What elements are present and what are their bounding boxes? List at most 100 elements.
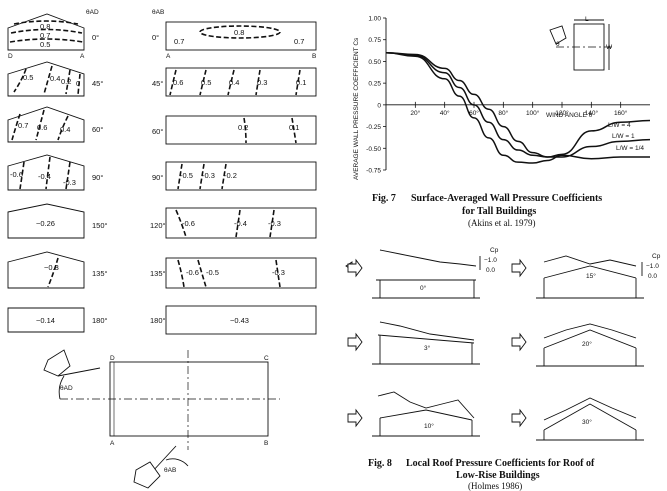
- ad90-contour-3: -0.3: [63, 178, 76, 187]
- wind-arrow-ab-line: [151, 445, 177, 473]
- ad-angle-180: 180°: [92, 316, 108, 325]
- ab135-contour-3: -0.3: [272, 268, 285, 277]
- chart-series: [385, 51, 651, 164]
- fig7-caption-source: (Akins et al. 1979): [468, 218, 536, 228]
- cp-label: Cp: [652, 253, 661, 260]
- cp-scale-left: Cp −1.0 0.0: [479, 247, 499, 274]
- ab-panel-180: −0.43 180°: [150, 305, 317, 335]
- ab60-contour-1: 0.2: [238, 123, 248, 132]
- fig8-diagrams: 0° 3° 10° 15°: [345, 247, 661, 491]
- ad150-value: −0.26: [36, 219, 55, 228]
- ab120-contour-1: -0.6: [182, 219, 195, 228]
- wind-arrow-icon: [347, 258, 363, 278]
- ab-angle-45: 45°: [152, 79, 163, 88]
- ad0-contour-3: 0.5: [40, 40, 50, 49]
- x-tick-label: 60°: [469, 109, 479, 117]
- y-tick-label: 1.00: [368, 16, 381, 23]
- ad-panel-0: 0.8 0.7 0.5 D A 0°: [7, 13, 99, 60]
- wind-arrow-icon: [511, 258, 527, 278]
- ad0-corner-d: D: [8, 53, 13, 60]
- fig7-caption-title-2: for Tall Buildings: [462, 206, 536, 217]
- ad90-contour-2: -0.4: [38, 172, 51, 181]
- ad-angle-90: 90°: [92, 173, 103, 182]
- ad-angle-135: 135°: [92, 269, 108, 278]
- y-tick-label: -0.50: [366, 146, 381, 153]
- roof-diagram-20: 20°: [536, 323, 644, 367]
- ad-panel-150: −0.26 150°: [7, 203, 108, 239]
- ad0-contour-2: 0.7: [40, 31, 50, 40]
- x-tick-label: 80°: [498, 109, 508, 117]
- wind-arrow-ad-line: [57, 367, 101, 377]
- roof-diagram-30: 30°: [536, 397, 644, 441]
- ab0-contour-3: 0.7: [294, 37, 304, 46]
- ab-angle-180: 180°: [150, 316, 166, 325]
- series-line-2: [385, 51, 651, 158]
- ab-panel-90: -0.5 -0.3 -0.2 90°: [152, 161, 317, 191]
- plan-theta-ad: θAD: [60, 385, 73, 392]
- y-tick-label: 0: [377, 102, 381, 109]
- left-panels: θAD θAB 0.8 0.7 0.5 D A 0° 0.5 0.4 0.2 0: [7, 9, 317, 489]
- fig7-caption-title-1: Surface-Averaged Wall Pressure Coefficie…: [411, 193, 602, 204]
- roof-angle-10: 10°: [424, 422, 434, 430]
- ad90-contour-1: -0.6: [10, 170, 23, 179]
- ab-panel-120: -0.6 -0.4 -0.3 120°: [150, 207, 317, 239]
- curve-label-lw1: L/W = 1: [612, 133, 635, 140]
- inset-l-label: L: [585, 16, 589, 23]
- wind-arrow-icon: [347, 332, 363, 352]
- ab0-contour-1: 0.7: [174, 37, 184, 46]
- fig7-inset: L W θ: [549, 16, 613, 71]
- x-tick-label: 40°: [440, 109, 450, 117]
- ab45-contour-2: 0.5: [201, 78, 211, 87]
- plan-corner-a: A: [110, 440, 115, 447]
- fig7-caption-number: Fig. 7: [372, 193, 396, 204]
- ad-angle-150: 150°: [92, 221, 108, 230]
- series-line-1: [385, 51, 651, 158]
- ad-panel-60: 0.7 0.6 0.4 60°: [7, 106, 103, 143]
- series-line-3: [385, 51, 650, 164]
- fig7-chart: 1.00 0.75 0.50 0.25 0 -0.25 -0.50 -0.75 20° 40° 60…: [353, 16, 651, 228]
- x-tick-label: 20°: [410, 109, 420, 117]
- plan-theta-ab: θAB: [164, 467, 176, 474]
- roof-diagram-0: 0°: [345, 249, 480, 299]
- ad60-contour-2: 0.6: [37, 123, 47, 132]
- ab0-corner-b: B: [312, 53, 316, 60]
- wind-arrow-icon: [347, 408, 363, 428]
- cp-top: −1.0: [646, 263, 659, 270]
- plan-view: D C A B θAD θAB: [43, 349, 280, 489]
- ad-angle-60: 60°: [92, 125, 103, 134]
- ab-angle-60: 60°: [152, 127, 163, 136]
- ab90-contour-3: -0.2: [224, 171, 237, 180]
- roof-diagram-10: 10°: [372, 391, 480, 437]
- x-tick-label: 120°: [555, 109, 569, 117]
- theta-ab-arc: [165, 458, 189, 467]
- ad45-contour-4: 0: [76, 79, 80, 88]
- ab-angle-120: 120°: [150, 221, 166, 230]
- ab45-contour-4: 0.3: [257, 78, 267, 87]
- theta-ad-arc: [58, 375, 65, 400]
- ab120-contour-3: -0.3: [268, 219, 281, 228]
- cp-top: −1.0: [484, 257, 497, 264]
- ad45-contour-3: 0.2: [61, 77, 71, 86]
- y-tick-label: 0.50: [368, 59, 381, 66]
- ab120-contour-2: -0.4: [234, 219, 247, 228]
- ab45-contour-5: 0.1: [296, 78, 306, 87]
- plan-corner-c: C: [264, 355, 269, 362]
- wind-arrow-ab-icon: [133, 461, 161, 489]
- cp-label: Cp: [490, 247, 499, 254]
- ab-angle-90: 90°: [152, 173, 163, 182]
- inset-theta-label: θ: [556, 41, 560, 48]
- ad60-contour-1: 0.7: [18, 121, 28, 130]
- ab-panel-45: 0.6 0.5 0.4 0.3 0.1 45°: [152, 67, 317, 97]
- roof-angle-3: 3°: [424, 344, 431, 352]
- y-tick-label: -0.75: [366, 168, 381, 175]
- fig8-caption-title-2: Low-Rise Buildings: [456, 470, 540, 481]
- ab0-corner-a: A: [166, 53, 171, 60]
- ab135-contour-1: -0.6: [186, 268, 199, 277]
- ab180-value: −0.43: [230, 316, 249, 325]
- ab0-contour-2: 0.8: [234, 28, 244, 37]
- ab60-contour-2: 0.1: [289, 123, 299, 132]
- ad0-corner-a: A: [80, 53, 85, 60]
- inset-wind-icon: [549, 25, 567, 45]
- ad180-value: −0.14: [36, 316, 55, 325]
